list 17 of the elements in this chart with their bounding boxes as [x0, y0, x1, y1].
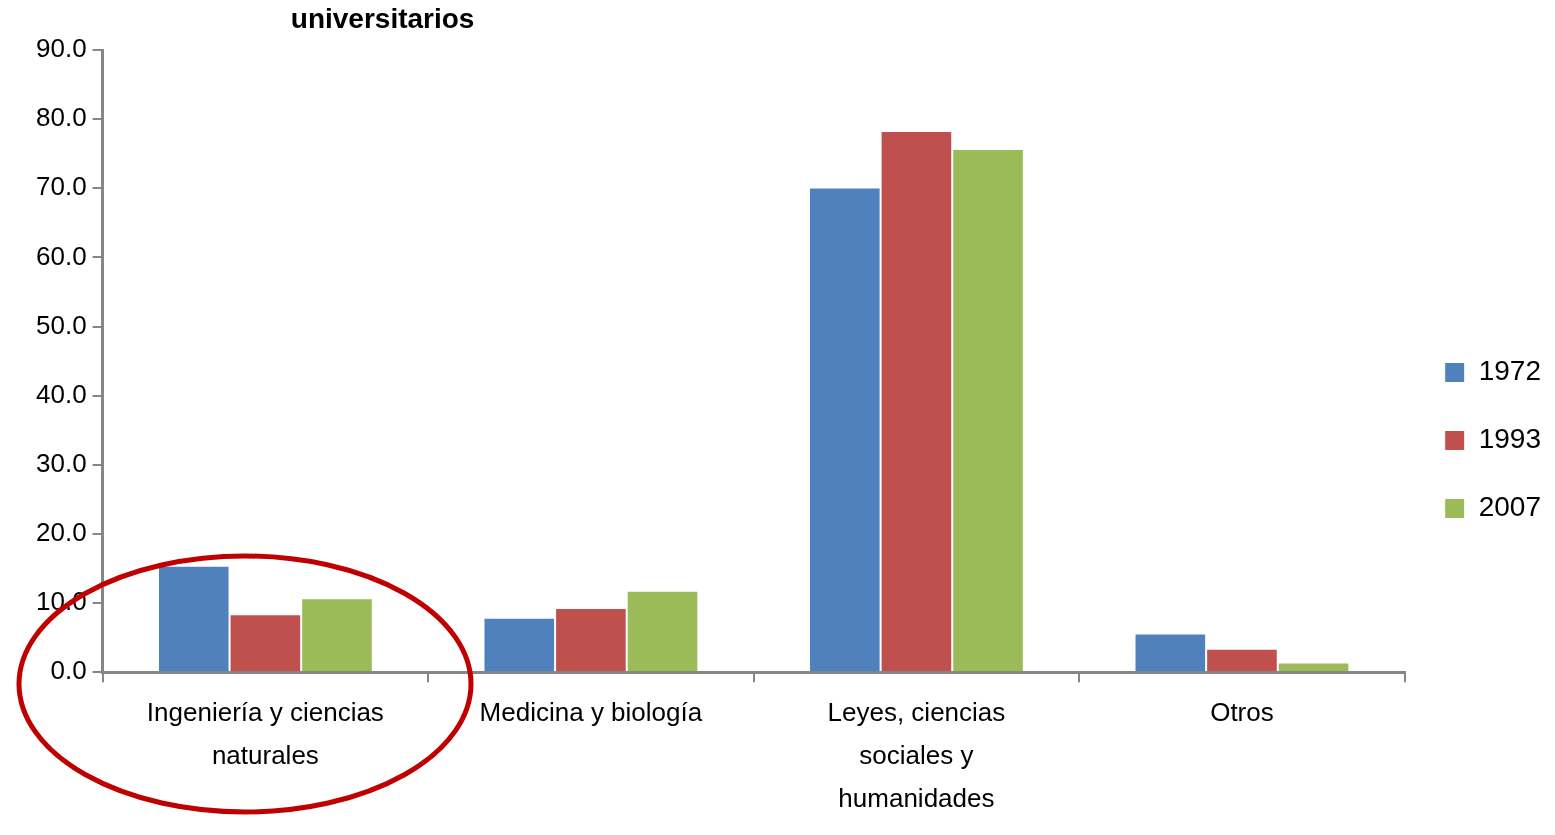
x-tick-label: Leyes, ciencias sociales y humanidades [827, 696, 1006, 813]
y-tick-label: 60.0 [35, 240, 87, 271]
y-tick-label: 70.0 [35, 171, 87, 202]
y-tick-label: 20.0 [35, 517, 87, 548]
legend-label: 2007 [1478, 491, 1542, 523]
y-tick-label: 40.0 [35, 378, 87, 409]
legend-label: 1993 [1478, 423, 1542, 455]
x-tick-label: Otros [1210, 696, 1274, 727]
chart-title: universitarios [290, 2, 475, 34]
y-tick-label: 50.0 [35, 309, 87, 340]
legend-label: 1972 [1478, 355, 1542, 387]
y-tick-label: 30.0 [35, 448, 87, 479]
x-tick-label: Medicina y biología [479, 696, 703, 727]
y-tick-label: 80.0 [35, 102, 87, 133]
x-tick-label: Ingeniería y ciencias naturales [146, 696, 384, 770]
y-tick-label: 0.0 [50, 655, 87, 686]
y-tick-label: 90.0 [35, 33, 87, 64]
